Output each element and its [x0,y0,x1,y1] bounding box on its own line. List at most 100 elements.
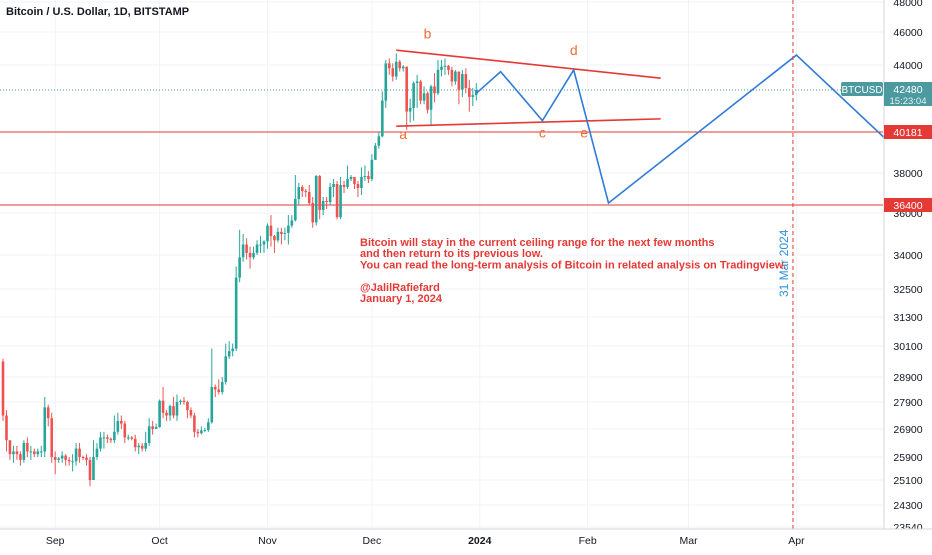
candle [137,443,141,455]
candlestick-series [1,53,478,487]
level-badge-2 [884,198,932,212]
candle [325,197,328,209]
candle [384,60,388,108]
candle [381,91,384,138]
candle-body [346,179,349,187]
candle [259,236,262,253]
vertical-date-label: 31 Mar 2024 [777,229,791,297]
candle [363,165,367,181]
candle-body [255,244,259,253]
price-tick-label: 31300 [893,312,922,324]
candle [165,410,168,421]
candle [39,445,43,457]
candle [398,60,402,72]
candle-body [398,61,402,69]
candle [266,223,269,249]
candle [387,58,391,75]
candle [297,183,301,205]
candle [12,445,15,463]
candle-body [471,95,475,97]
candle-body [116,420,120,432]
candle [273,235,276,253]
candle [144,431,147,452]
candle-body [81,457,85,458]
candle-body [126,437,130,439]
candle [78,443,81,463]
level-badge-1 [884,125,932,139]
last-price-badge [884,82,932,106]
candle-body [273,236,276,241]
candle-body [419,81,422,101]
candle [374,142,377,160]
projection-polyline [475,54,895,205]
candle [412,81,415,121]
candle [287,215,290,245]
candle-body [314,176,318,223]
price-tick-label: 24300 [893,500,922,512]
price-tick-label: 38000 [893,168,922,180]
candle-body [175,402,179,416]
candle [60,451,64,463]
last-price-label: 42480 [893,84,922,96]
price-axis[interactable]: 4800046000440003800036000340003250031300… [883,0,932,534]
candle [74,443,78,466]
candle-body [85,457,88,460]
candle-body [248,252,252,258]
candle-body [33,451,36,455]
note-line: @JalilRafiefard [360,282,440,294]
candle-body [280,231,283,234]
candle [471,88,475,107]
candle [29,445,33,460]
grid-lines [0,0,883,529]
price-tick-label: 27900 [893,397,922,409]
candle [394,53,398,80]
candle-body [332,184,335,187]
candle [304,189,308,197]
candle [130,436,134,441]
candle-body [454,71,457,82]
candle-body [353,177,356,184]
candle-body [245,244,248,253]
time-tick-label: 2024 [468,535,492,547]
candle-body [123,423,127,438]
candle [224,343,228,385]
candle [408,98,412,123]
candle-body [426,93,429,110]
candle [346,165,349,189]
candle [360,167,363,195]
candle-body [447,65,450,70]
candle [189,407,193,419]
candle-body [120,420,123,424]
candle [300,185,304,197]
candle [464,68,468,94]
candle-body [318,176,321,210]
time-axis[interactable]: Sep Oct Nov Dec 2024 Feb Mar Apr [0,528,932,550]
candle-body [106,437,109,439]
candle-body [161,400,165,413]
level-badge-2-label: 36400 [893,200,922,212]
candle [321,197,325,216]
candle-body [36,451,40,455]
candle [220,377,224,395]
candle [454,69,457,85]
candle-body [266,225,269,242]
candle-body [154,427,158,429]
candle-body [1,361,5,416]
candle-body [227,351,231,357]
candle-body [429,86,433,110]
candle-body [401,66,405,69]
price-tick-label: 32500 [893,284,922,296]
candle-body [196,431,200,434]
candle [116,412,120,435]
candle-body [252,252,255,258]
candle-body [113,431,116,441]
candle-body [43,407,47,452]
candle-body [360,177,363,188]
candle-body [339,185,342,218]
symbol-badge [841,82,883,96]
note-line: Bitcoin will stay in the current ceiling… [360,237,715,249]
candle-body [304,191,308,192]
candle-body [26,443,29,452]
candle [8,440,12,460]
